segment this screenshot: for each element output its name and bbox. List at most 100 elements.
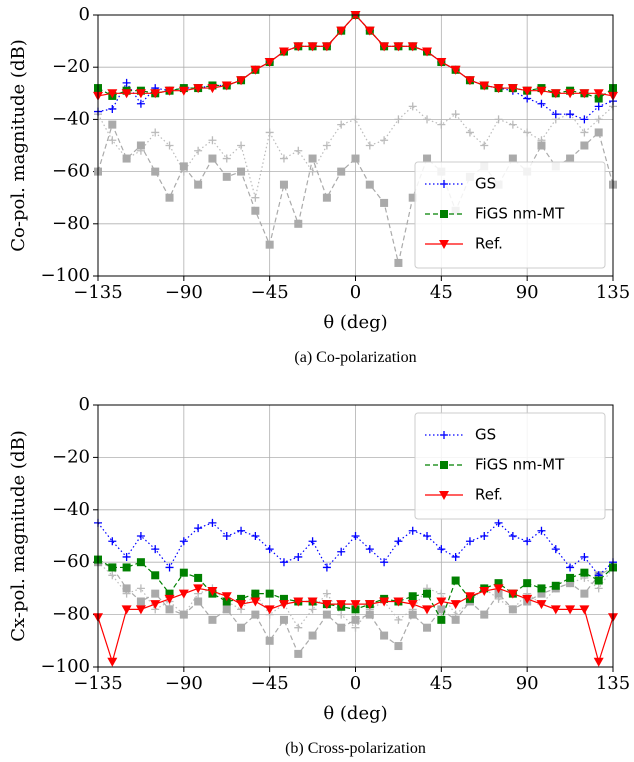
marker-triangle bbox=[407, 42, 418, 52]
marker-plus bbox=[265, 128, 274, 137]
marker-triangle bbox=[364, 26, 375, 36]
x-tick-label: −90 bbox=[165, 282, 203, 303]
marker-plus bbox=[179, 537, 188, 546]
marker-triangle bbox=[307, 597, 318, 607]
marker-square bbox=[222, 605, 231, 614]
marker-plus bbox=[480, 532, 489, 540]
marker-square bbox=[537, 584, 546, 593]
marker-square bbox=[337, 623, 346, 632]
marker-plus bbox=[337, 610, 346, 619]
marker-square bbox=[108, 120, 117, 129]
marker-plus bbox=[208, 136, 217, 145]
y-tick-label: −40 bbox=[52, 108, 90, 129]
marker-square bbox=[294, 219, 303, 228]
marker-triangle bbox=[193, 84, 204, 94]
marker-triangle bbox=[321, 600, 332, 610]
marker-square bbox=[451, 615, 460, 624]
marker-plus bbox=[237, 141, 246, 150]
marker-square bbox=[394, 642, 403, 651]
marker-square bbox=[566, 154, 575, 163]
marker-square bbox=[122, 154, 131, 163]
marker-triangle bbox=[593, 657, 604, 667]
marker-plus bbox=[222, 532, 231, 540]
marker-triangle bbox=[293, 42, 304, 52]
legend-label: Ref. bbox=[475, 486, 503, 504]
marker-square bbox=[179, 568, 188, 577]
marker-square bbox=[208, 154, 217, 163]
marker-plus bbox=[566, 110, 575, 119]
marker-plus bbox=[480, 141, 489, 150]
marker-triangle bbox=[464, 592, 475, 602]
marker-plus bbox=[351, 623, 360, 632]
marker-square bbox=[322, 610, 331, 619]
marker-square bbox=[408, 592, 417, 601]
marker-plus bbox=[440, 431, 448, 439]
marker-plus bbox=[508, 120, 517, 129]
marker-triangle bbox=[264, 605, 275, 615]
x-tick-label: −45 bbox=[251, 282, 289, 303]
marker-triangle bbox=[522, 594, 533, 604]
marker-plus bbox=[508, 532, 517, 540]
marker-plus bbox=[408, 102, 417, 111]
axes-frame bbox=[97, 404, 614, 668]
caption: (b) Cross-polarization bbox=[285, 740, 426, 757]
marker-square bbox=[122, 563, 131, 572]
marker-triangle bbox=[450, 65, 461, 75]
marker-plus bbox=[394, 537, 403, 546]
marker-plus bbox=[580, 128, 589, 137]
marker-triangle bbox=[479, 587, 490, 597]
marker-plus bbox=[108, 571, 117, 580]
marker-triangle bbox=[135, 89, 146, 99]
marker-square bbox=[279, 180, 288, 189]
marker-plus bbox=[108, 136, 117, 145]
marker-square bbox=[408, 193, 417, 202]
marker-triangle bbox=[221, 592, 232, 602]
marker-triangle bbox=[236, 600, 247, 610]
marker-square bbox=[151, 167, 160, 176]
marker-square bbox=[222, 597, 231, 606]
marker-plus bbox=[437, 589, 446, 598]
marker-square bbox=[351, 615, 360, 624]
marker-square bbox=[508, 605, 517, 614]
marker-plus bbox=[136, 584, 145, 593]
marker-square bbox=[494, 579, 503, 588]
marker-plus bbox=[108, 104, 117, 113]
marker-square bbox=[394, 258, 403, 267]
marker-square bbox=[251, 206, 260, 215]
marker-plus bbox=[322, 141, 331, 150]
marker-plus bbox=[408, 526, 417, 535]
x-axis-label: θ (deg) bbox=[323, 703, 387, 724]
marker-plus bbox=[451, 110, 460, 119]
marker-triangle bbox=[536, 86, 547, 96]
marker-plus bbox=[365, 545, 374, 554]
marker-square bbox=[322, 193, 331, 202]
marker-plus bbox=[580, 115, 589, 124]
marker-triangle bbox=[436, 57, 447, 67]
marker-plus bbox=[194, 524, 203, 533]
marker-plus bbox=[351, 115, 360, 124]
marker-square bbox=[194, 573, 203, 582]
marker-plus bbox=[594, 115, 603, 124]
marker-plus bbox=[551, 545, 560, 554]
marker-square bbox=[580, 141, 589, 150]
y-axis-label: Cx-pol. magnitude (dB) bbox=[8, 430, 29, 641]
marker-square bbox=[423, 623, 432, 632]
marker-plus bbox=[551, 110, 560, 119]
marker-square bbox=[265, 589, 274, 598]
marker-square bbox=[108, 563, 117, 572]
marker-square bbox=[351, 154, 360, 163]
marker-plus bbox=[308, 605, 317, 614]
marker-plus bbox=[566, 563, 575, 572]
y-tick-label: −80 bbox=[52, 213, 90, 234]
legend-box bbox=[414, 412, 606, 520]
marker-plus bbox=[322, 589, 331, 598]
marker-plus bbox=[151, 545, 160, 554]
marker-triangle bbox=[436, 597, 447, 607]
marker-triangle bbox=[250, 65, 261, 75]
marker-triangle bbox=[178, 589, 189, 599]
marker-square bbox=[279, 594, 288, 603]
marker-plus bbox=[136, 99, 145, 108]
marker-triangle bbox=[278, 47, 289, 57]
marker-triangle bbox=[336, 26, 347, 36]
